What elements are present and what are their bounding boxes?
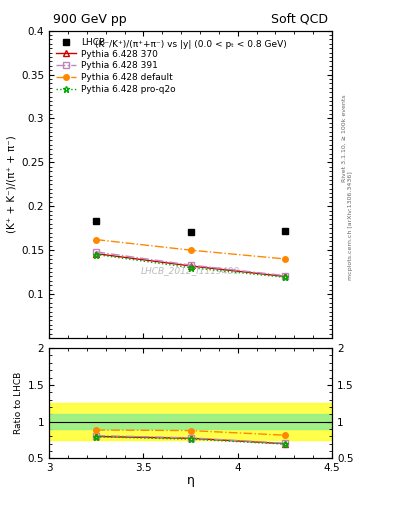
Bar: [49, 414, 332, 429]
Y-axis label: Ratio to LHCB: Ratio to LHCB: [15, 372, 24, 434]
Text: LHCB_2012_I1119400: LHCB_2012_I1119400: [141, 266, 240, 275]
Text: 900 GeV pp: 900 GeV pp: [53, 13, 127, 26]
Text: mcplots.cern.ch [arXiv:1306.3436]: mcplots.cern.ch [arXiv:1306.3436]: [349, 171, 353, 280]
Text: Rivet 3.1.10, ≥ 100k events: Rivet 3.1.10, ≥ 100k events: [342, 94, 346, 182]
Y-axis label: (K⁺ + K⁻)/(π⁺ + π⁻): (K⁺ + K⁻)/(π⁺ + π⁻): [7, 136, 17, 233]
Bar: [49, 403, 332, 440]
Legend: LHCB, Pythia 6.428 370, Pythia 6.428 391, Pythia 6.428 default, Pythia 6.428 pro: LHCB, Pythia 6.428 370, Pythia 6.428 391…: [53, 35, 178, 96]
Text: (K⁻/K⁺)/(π⁺+π⁻) vs |y| (0.0 < pₜ < 0.8 GeV): (K⁻/K⁺)/(π⁺+π⁻) vs |y| (0.0 < pₜ < 0.8 G…: [95, 40, 286, 49]
X-axis label: η: η: [187, 475, 195, 487]
Text: Soft QCD: Soft QCD: [271, 13, 328, 26]
